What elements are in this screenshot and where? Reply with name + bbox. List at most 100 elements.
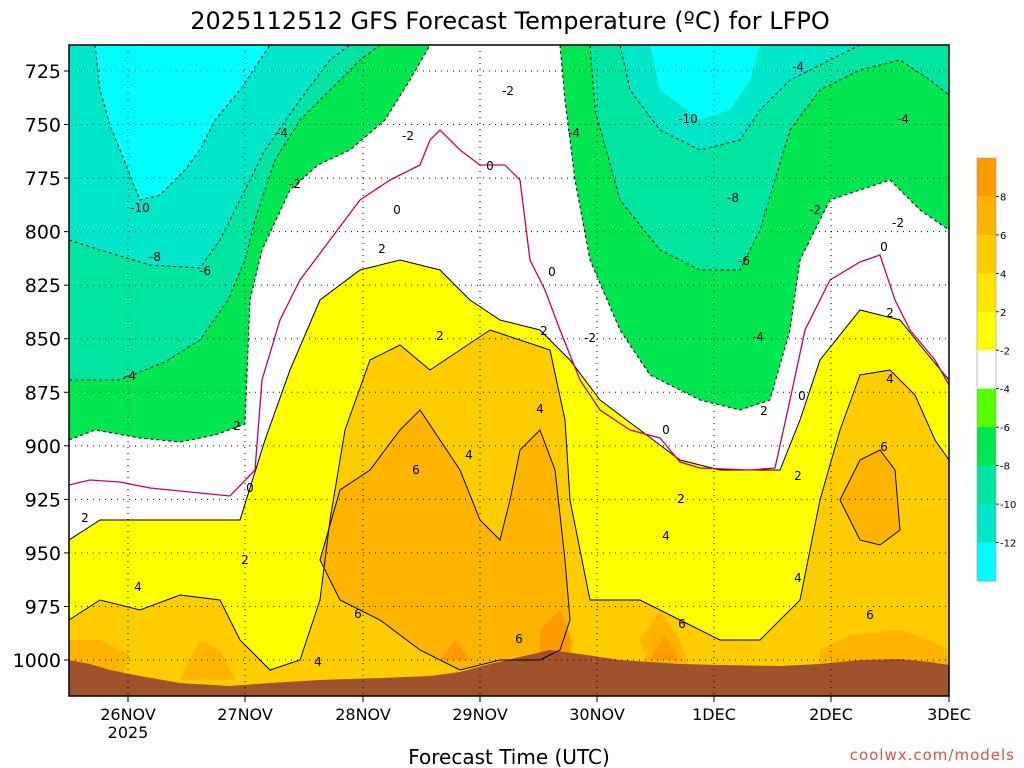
contour-label: -4 (897, 112, 909, 126)
y-tick-label: 775 (25, 168, 61, 190)
colorbar-frame (976, 157, 997, 582)
contour-label: 4 (465, 448, 473, 462)
colorbar-swatch (977, 504, 996, 544)
y-axis: 725 750 775 800 825 850 875 900 925 950 975 1000 (13, 61, 69, 672)
contour-label: -6 (199, 264, 211, 278)
colorbar-swatch (977, 311, 996, 351)
x-tick-label: 1DEC (692, 705, 736, 724)
contour-label: 4 (794, 571, 802, 585)
y-tick-label: 825 (25, 275, 61, 297)
x-tick-label: 28NOV (335, 705, 391, 724)
contour-label: -2 (892, 216, 904, 230)
plot-frame (68, 44, 950, 697)
y-tick-label: 925 (25, 489, 61, 511)
contour-label: -2 (584, 331, 596, 345)
colorbar-label: -6 (1000, 423, 1010, 434)
contour-labels: -2 -2 -4 -4 -10 -4 -4 -2 0 0 -10 -8 -2 -2 -8 -6 2 0 -6 0 2 2 2… (81, 60, 909, 669)
y-tick-label: 800 (25, 222, 61, 244)
colorbar-label: -12 (1000, 539, 1016, 550)
x-tick-label: 2DEC (809, 705, 853, 724)
x-tick-label: 3DEC (927, 705, 971, 724)
colorbar-swatch (977, 465, 996, 505)
contour-label: 2 (378, 242, 386, 256)
freezing-line (69, 129, 949, 497)
contour-label: 4 (536, 402, 544, 416)
contour-label: -4 (124, 369, 136, 383)
colorbar-swatch (977, 234, 996, 274)
y-tick-label: 750 (25, 115, 61, 137)
colorbar-swatch (977, 542, 996, 582)
y-tick-label: 875 (25, 382, 61, 404)
x-year-label: 2025 (108, 723, 149, 742)
colorbar-label: 4 (1000, 269, 1006, 280)
y-tick-label: 1000 (13, 650, 61, 672)
contour-label: 0 (662, 423, 670, 437)
colorbar-swatch (977, 388, 996, 428)
colorbar-label: -2 (1000, 346, 1010, 357)
x-axis: 26NOV 27NOV 28NOV 29NOV 30NOV 1DEC 2DEC 3DEC (100, 696, 971, 724)
contour-label: 0 (548, 265, 556, 279)
contour-label: -10 (130, 201, 150, 215)
contour-label: 2 (540, 324, 548, 338)
contour-label: -4 (792, 60, 804, 74)
watermark: coolwx.com/models (850, 746, 1015, 764)
contour-label: -8 (149, 250, 161, 264)
colorbar: 8 6 4 2 -2 -4 -6 -8 -10 -12 (976, 157, 1016, 582)
y-tick-label: 975 (25, 596, 61, 618)
x-tick-label: 29NOV (452, 705, 508, 724)
contour-label: 2 (794, 469, 802, 483)
contour-label: 2 (241, 553, 249, 567)
contour-label: 4 (134, 580, 142, 594)
contour-label: -4 (276, 126, 288, 140)
colorbar-swatch (977, 427, 996, 467)
contour-label: 0 (393, 203, 401, 217)
contour-label: 0 (880, 240, 888, 254)
contour-label: 4 (314, 655, 322, 669)
contour-label: 0 (798, 389, 806, 403)
x-tick-label: 26NOV (100, 705, 156, 724)
x-axis-label: Forecast Time (UTC) (408, 745, 610, 768)
contour-label: -2 (502, 84, 514, 98)
colorbar-label: 8 (1000, 192, 1006, 203)
contour-label: 6 (412, 463, 420, 477)
contour-label: 2 (436, 329, 444, 343)
contour-label: 6 (880, 440, 888, 454)
contour-label: -4 (752, 330, 764, 344)
contour-label: 6 (866, 608, 874, 622)
contour-label: 0 (486, 159, 494, 173)
contour-lines (69, 259, 949, 671)
y-tick-label: 725 (25, 61, 61, 83)
contour-label: -4 (568, 126, 580, 140)
grid (69, 45, 949, 696)
contour-label: 6 (515, 632, 523, 646)
contour-label: 2 (760, 404, 768, 418)
contour-label: -8 (727, 191, 739, 205)
colorbar-swatch (977, 158, 996, 197)
colorbar-label: -4 (1000, 385, 1010, 396)
colorbar-swatch (977, 196, 996, 236)
colorbar-label: -8 (1000, 462, 1010, 473)
y-tick-label: 950 (25, 543, 61, 565)
contour-label: 4 (886, 372, 894, 386)
contour-label: 2 (81, 511, 89, 525)
x-tick-label: 27NOV (217, 705, 273, 724)
colorbar-label: 6 (1000, 231, 1006, 242)
contour-label: -6 (738, 254, 750, 268)
colorbar-label: -10 (1000, 500, 1016, 511)
temperature-field: -2 -2 -4 -4 -10 -4 -4 -2 0 0 -10 -8 -2 -2 -8 -6 2 0 -6 0 2 2 2… (69, 45, 949, 696)
contour-label: 4 (662, 529, 670, 543)
colorbar-swatch (977, 273, 996, 313)
contour-label: -2 (289, 177, 301, 191)
x-tick-label: 30NOV (569, 705, 625, 724)
contour-label: 0 (246, 481, 254, 495)
contour-label: 2 (233, 419, 241, 433)
chart-title: 2025112512 GFS Forecast Temperature (ºC)… (190, 7, 830, 35)
y-tick-label: 850 (25, 329, 61, 351)
contour-label: -10 (678, 112, 698, 126)
contour-label: -2 (809, 203, 821, 217)
colorbar-swatch (977, 350, 996, 390)
y-tick-label: 900 (25, 436, 61, 458)
colorbar-label: 2 (1000, 308, 1006, 319)
contour-label: 6 (678, 617, 686, 631)
